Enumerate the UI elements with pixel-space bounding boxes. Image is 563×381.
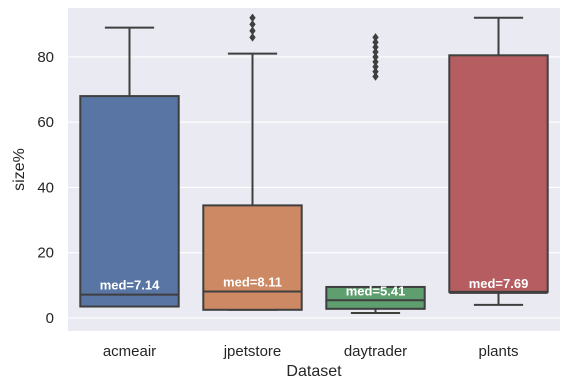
- outlier-point: [249, 33, 256, 42]
- outlier-point: [372, 38, 379, 47]
- outlier-point: [372, 33, 379, 42]
- x-tick-label: acmeair: [103, 343, 156, 360]
- box-rect: [202, 204, 303, 311]
- median-label: med=5.41: [346, 283, 406, 298]
- x-tick-label: daytrader: [344, 343, 407, 360]
- y-tick-label: 0: [46, 310, 54, 327]
- box-daytrader: med=5.41: [325, 33, 426, 315]
- outlier-point: [372, 67, 379, 76]
- median-label: med=7.14: [100, 278, 160, 293]
- box-rect: [448, 54, 549, 293]
- outlier-point: [372, 72, 379, 81]
- median-label: med=8.11: [223, 274, 282, 289]
- outlier-point: [372, 62, 379, 71]
- x-tick-label: plants: [478, 343, 518, 360]
- outlier-point: [249, 26, 256, 36]
- x-axis-ticks: acmeair jpetstore daytrader plants: [103, 343, 519, 360]
- outlier-point: [249, 20, 256, 29]
- y-tick-label: 40: [37, 179, 54, 196]
- box-rect: [79, 95, 180, 308]
- box-plants: med=7.69: [448, 16, 549, 306]
- median-label: med=7.69: [469, 276, 529, 291]
- outlier-point: [372, 52, 379, 62]
- y-tick-label: 80: [37, 49, 54, 66]
- box-rect: [325, 285, 426, 310]
- box-jpetstore: med=8.11: [202, 13, 303, 311]
- boxes: med=7.14 med=8.11 med=5.41 med=7.69: [79, 13, 549, 315]
- box-acmeair: med=7.14: [79, 26, 180, 308]
- outlier-point: [372, 57, 379, 67]
- y-tick-label: 20: [37, 245, 54, 262]
- x-tick-label: jpetstore: [223, 343, 282, 360]
- outlier-point: [249, 13, 256, 22]
- outlier-point: [372, 47, 379, 57]
- y-tick-label: 60: [37, 114, 54, 131]
- y-axis-ticks: 0 20 40 60 80: [37, 49, 54, 327]
- y-axis-label: size%: [11, 148, 28, 191]
- x-axis-label: Dataset: [286, 363, 342, 380]
- outlier-point: [372, 42, 379, 52]
